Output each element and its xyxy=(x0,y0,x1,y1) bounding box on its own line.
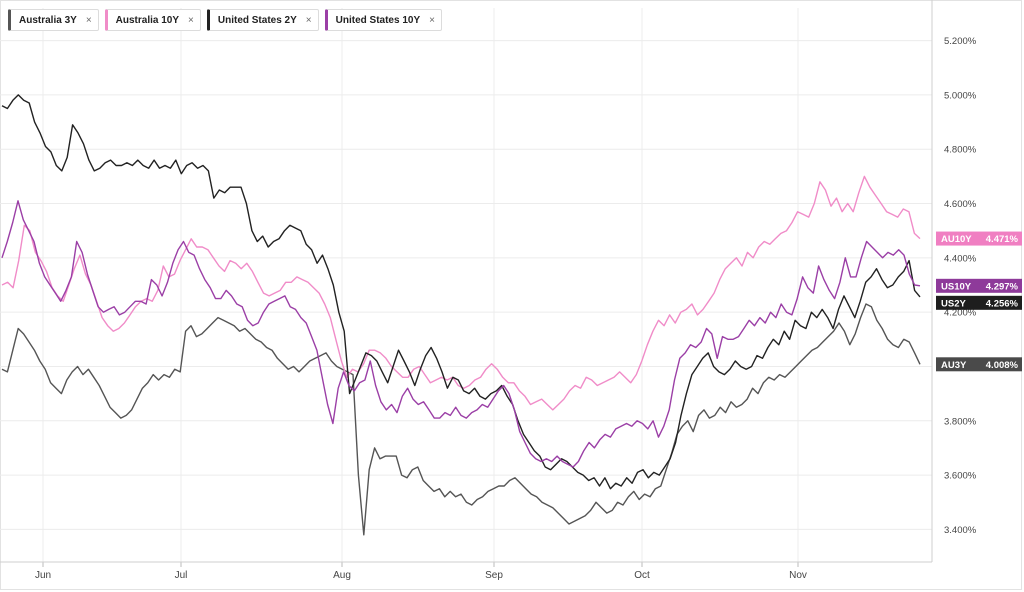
value-tag-name: US10Y xyxy=(941,281,972,292)
gridlines xyxy=(0,8,932,562)
y-tick-label: 4.400% xyxy=(944,253,977,264)
close-icon[interactable]: × xyxy=(85,14,92,26)
legend-chip-united-states-2y[interactable]: United States 2Y × xyxy=(206,9,319,31)
x-tick-label: Aug xyxy=(333,570,351,581)
last-value-tags: AU10Y 4.471% US10Y 4.297% US2Y 4.256% AU3Y 4.00… xyxy=(936,231,1022,372)
value-tag: US10Y 4.297% xyxy=(936,278,1022,293)
value-tag-value: 4.008% xyxy=(986,360,1019,371)
legend: Australia 3Y × Australia 10Y × United St… xyxy=(8,9,442,31)
y-tick-label: 5.200% xyxy=(944,36,977,47)
legend-chip-australia-10y[interactable]: Australia 10Y × xyxy=(104,9,201,31)
y-tick-label: 3.800% xyxy=(944,416,977,427)
value-tag-bg xyxy=(936,231,1022,246)
close-icon[interactable]: × xyxy=(188,14,194,26)
x-tick-label: Jul xyxy=(175,570,188,581)
value-tag-bg xyxy=(936,295,1022,310)
x-tick-label: Nov xyxy=(789,570,807,581)
y-tick-label: 3.400% xyxy=(944,525,977,536)
series-line xyxy=(1,200,921,468)
value-tag: US2Y 4.256% xyxy=(936,295,1022,310)
close-icon[interactable]: × xyxy=(429,14,435,26)
value-tag: AU3Y 4.008% xyxy=(936,357,1022,372)
value-tag-value: 4.256% xyxy=(986,298,1019,309)
legend-label: Australia 3Y xyxy=(19,14,77,26)
legend-chip-australia-3y[interactable]: Australia 3Y × xyxy=(8,9,99,31)
legend-label: United States 10Y xyxy=(335,14,421,26)
value-tag: AU10Y 4.471% xyxy=(936,231,1022,246)
legend-label: Australia 10Y xyxy=(115,14,180,26)
x-axis: Jun Jul Aug Sep Oct Nov xyxy=(0,0,933,581)
x-tick-label: Sep xyxy=(485,570,503,581)
value-tag-value: 4.471% xyxy=(986,234,1019,245)
y-axis: 3.400%3.600%3.800%4.000%4.200%4.400%4.60… xyxy=(944,36,977,536)
value-tag-bg xyxy=(936,278,1022,293)
value-tag-bg xyxy=(936,357,1022,372)
y-tick-label: 4.200% xyxy=(944,308,977,319)
legend-label: United States 2Y xyxy=(217,14,297,26)
x-tick-label: Oct xyxy=(634,570,650,581)
value-tag-value: 4.297% xyxy=(986,281,1019,292)
series-line xyxy=(1,303,921,536)
value-tag-name: AU10Y xyxy=(941,234,972,245)
value-tag-name: AU3Y xyxy=(941,360,967,371)
y-tick-label: 4.600% xyxy=(944,199,977,210)
y-tick-label: 3.600% xyxy=(944,471,977,482)
y-tick-label: 4.800% xyxy=(944,145,977,156)
series-line xyxy=(1,175,921,411)
close-icon[interactable]: × xyxy=(305,14,312,26)
x-tick-label: Jun xyxy=(35,570,51,581)
y-tick-label: 5.000% xyxy=(944,90,977,101)
value-tag-name: US2Y xyxy=(941,298,966,309)
legend-chip-united-states-10y[interactable]: United States 10Y × xyxy=(324,9,442,31)
series-line xyxy=(1,94,921,490)
series-lines xyxy=(1,94,921,536)
